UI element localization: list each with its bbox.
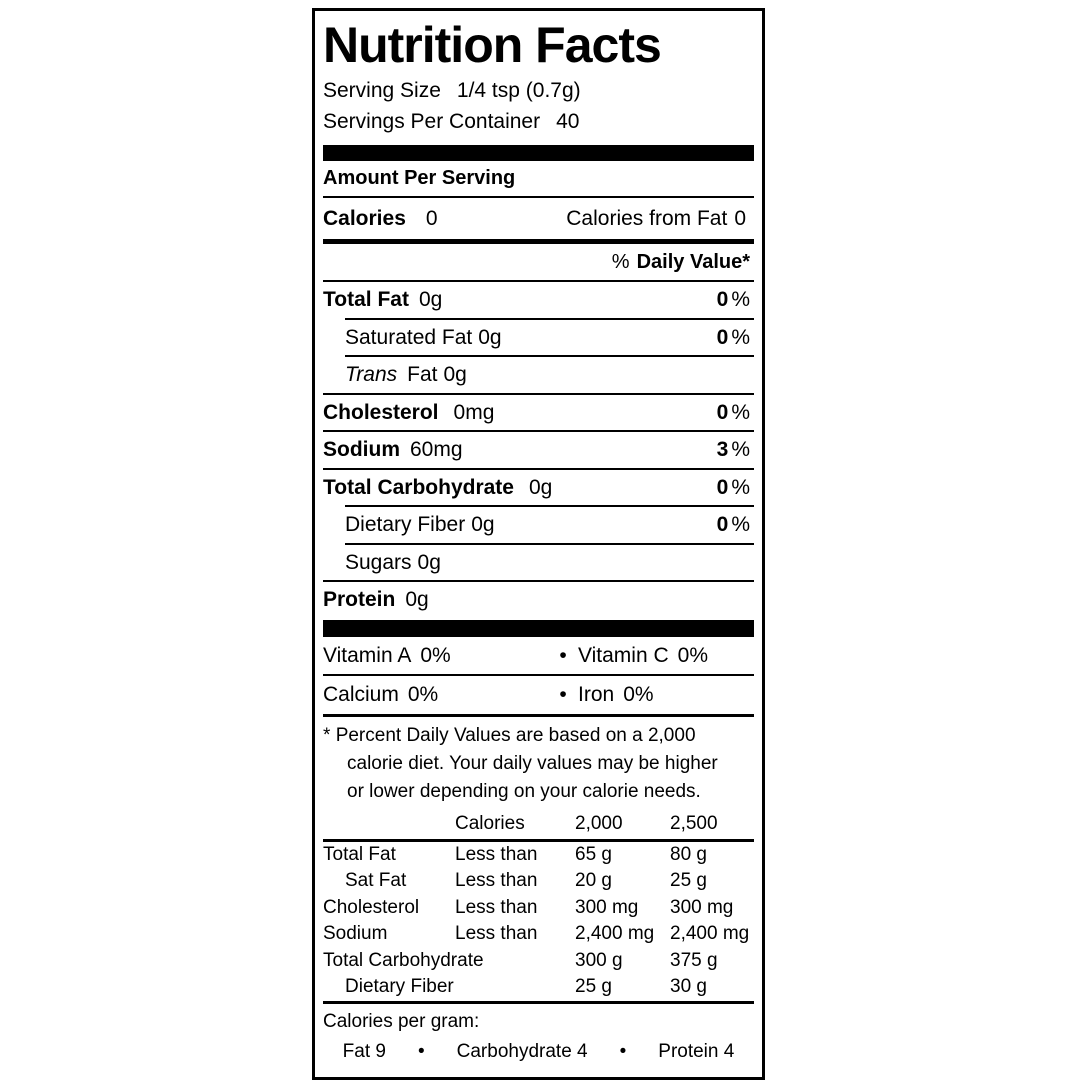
table-header-row: Calories 2,000 2,500 (323, 808, 754, 839)
footnote-line: or lower depending on your calorie needs… (347, 780, 701, 802)
daily-values-footnote: * Percent Daily Values are based on a 2,… (323, 717, 754, 808)
nutrient-name: Total Carbohydrate (323, 475, 514, 499)
daily-value-header: % Daily Value* (323, 244, 754, 282)
nutrient-name: Dietary Fiber (345, 513, 466, 536)
nutrient-daily-value: 3% (716, 438, 750, 461)
calories-from-fat-value: 0 (734, 207, 746, 230)
divider (323, 467, 754, 470)
nutrient-amount: 60mg (410, 438, 463, 461)
nutrient-amount: 0g (478, 325, 502, 349)
amount-per-serving-heading: Amount Per Serving (323, 161, 754, 198)
footnote-marker: * (323, 724, 331, 746)
nutrient-row-protein: Protein 0g (323, 582, 754, 618)
nutrient-row-trans-fat: Trans Fat 0g (323, 357, 754, 393)
nutrient-name: Sugars (345, 550, 412, 574)
thick-divider-middle (323, 619, 754, 637)
vitamin-right: Vitamin C 0% (578, 643, 709, 667)
nutrient-name: Saturated Fat (345, 325, 473, 349)
nutrient-amount: 0g (443, 363, 467, 386)
divider (345, 505, 754, 507)
nutrient-name: Cholesterol (323, 400, 439, 424)
nutrient-row-sugars: Sugars 0g (323, 545, 754, 581)
table-row: Total Carbohydrate 300 g 375 g (323, 949, 718, 971)
divider (345, 542, 754, 545)
vitamin-row-calcium-iron: Calcium 0% • Iron 0% (323, 676, 754, 714)
nutrient-row-sodium: Sodium 60mg 3% (323, 432, 754, 468)
nutrient-row-dietary-fiber: Dietary Fiber 0g 0% (323, 507, 754, 543)
nutrient-daily-value: 0% (716, 325, 750, 349)
bullet-separator: • (417, 1040, 425, 1062)
calories-row: Calories 0 Calories from Fat 0 (323, 198, 754, 244)
cpg-carbohydrate: Carbohydrate 4 (456, 1040, 588, 1062)
serving-size-value: 1/4 tsp (0.7g) (456, 79, 581, 102)
daily-values-table: Calories 2,000 2,500 Total Fat Less than… (323, 808, 754, 1001)
nutrient-row-saturated-fat: Saturated Fat 0g 0% (323, 320, 754, 356)
calories-per-gram-values: Fat 9 • Carbohydrate 4 • Protein 4 (323, 1037, 754, 1071)
footnote-line: * Percent Daily Values are based on a 2,… (323, 724, 696, 746)
table-row: Cholesterol Less than 300 mg 300 mg (323, 896, 734, 918)
nutrient-name: Protein (323, 588, 396, 611)
header-2500: 2,500 (670, 812, 718, 834)
divider (323, 713, 754, 717)
serving-size-label: Serving Size (323, 79, 441, 102)
nutrient-amount: 0g (528, 475, 553, 499)
nutrient-daily-value: 0% (716, 400, 750, 424)
table-row: Sodium Less than 2,400 mg 2,400 mg (323, 923, 750, 944)
nutrient-daily-value: 0% (716, 288, 750, 311)
vitamin-right: Iron 0% (578, 683, 654, 706)
servings-per-container-label: Servings Per Container (323, 110, 541, 133)
serving-size-line: Serving Size 1/4 tsp (0.7g) (323, 75, 754, 106)
label-title: Nutrition Facts (323, 17, 662, 73)
divider (323, 674, 754, 676)
calories-value: 0 (425, 207, 438, 230)
calories-per-gram-label: Calories per gram: (323, 1010, 480, 1032)
divider (323, 580, 754, 582)
servings-per-container-line: Servings Per Container 40 (323, 106, 754, 137)
table-row: Sat Fat Less than 20 g 25 g (345, 870, 707, 891)
thick-divider-top (323, 145, 754, 161)
vitamin-left: Calcium 0% (323, 683, 439, 706)
calories-label: Calories (323, 207, 406, 230)
nutrient-amount: 0g (417, 550, 441, 574)
cpg-fat: Fat 9 (342, 1040, 386, 1062)
calories-from-fat-label: Calories from Fat (566, 207, 728, 230)
vitamin-row-a-c: Vitamin A 0% • Vitamin C 0% (323, 637, 754, 675)
nutrient-name: Sodium (323, 438, 400, 461)
divider (323, 430, 754, 432)
nutrient-daily-value: 0% (716, 513, 750, 536)
bullet-separator: • (559, 643, 567, 667)
bullet-separator: • (619, 1040, 627, 1062)
nutrient-amount: 0g (418, 288, 443, 311)
table-row: Total Fat Less than 65 g 80 g (323, 843, 707, 865)
divider (323, 392, 754, 395)
nutrient-daily-value: 0% (716, 475, 750, 499)
divider (345, 317, 754, 320)
nutrient-name: Total Fat (323, 288, 409, 311)
nutrient-row-total-fat: Total Fat 0g 0% (323, 282, 754, 318)
footnote-line: calorie diet. Your daily values may be h… (347, 752, 718, 774)
nutrient-amount: 0mg (453, 400, 495, 424)
divider (323, 838, 754, 842)
daily-value-header-text: Daily Value* (636, 251, 750, 273)
nutrient-name-italic: Trans (345, 363, 398, 386)
divider (345, 355, 754, 357)
header-calories: Calories (455, 812, 525, 834)
calories-from-fat: Calories from Fat 0 (566, 198, 754, 239)
servings-per-container-value: 40 (556, 110, 580, 133)
cpg-protein: Protein 4 (658, 1040, 735, 1062)
nutrient-name: Fat (407, 363, 438, 386)
bullet-separator: • (559, 683, 567, 706)
nutrition-facts-label: Nutrition Facts Serving Size 1/4 tsp (0.7… (312, 8, 765, 1080)
header-2000: 2,000 (575, 812, 623, 834)
divider (323, 1000, 754, 1004)
vitamin-left: Vitamin A 0% (323, 643, 451, 667)
nutrient-amount: 0g (471, 513, 495, 536)
table-row: Dietary Fiber 25 g 30 g (345, 976, 707, 997)
nutrient-amount: 0g (405, 588, 429, 611)
percent-sign: % (611, 251, 630, 273)
nutrient-row-cholesterol: Cholesterol 0mg 0% (323, 395, 754, 431)
nutrient-row-total-carbohydrate: Total Carbohydrate 0g 0% (323, 470, 754, 506)
